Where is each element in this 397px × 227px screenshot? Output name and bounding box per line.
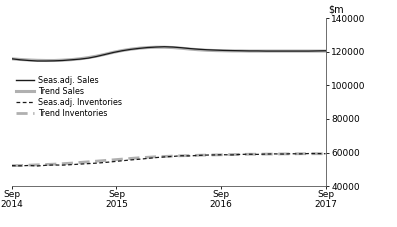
Text: $m: $m xyxy=(329,5,344,15)
Legend: Seas.adj. Sales, Trend Sales, Seas.adj. Inventories, Trend Inventories: Seas.adj. Sales, Trend Sales, Seas.adj. … xyxy=(16,76,122,118)
